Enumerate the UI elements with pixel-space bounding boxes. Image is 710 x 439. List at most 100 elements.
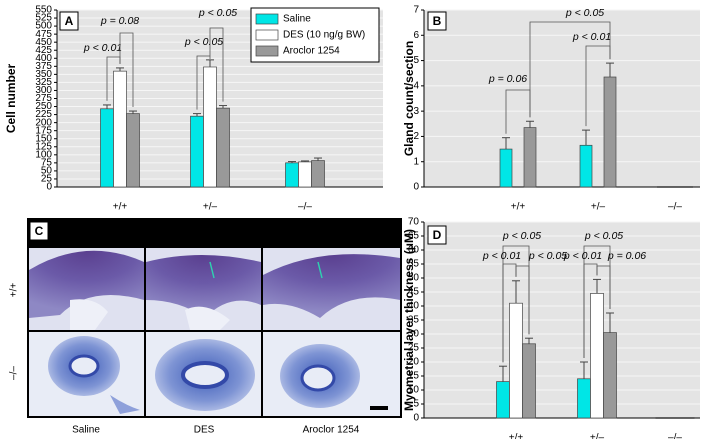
x-tick-label: –/–: [668, 202, 682, 213]
y-tick-label: 300: [35, 85, 52, 96]
y-tick-label: 50: [41, 166, 53, 177]
x-tick-label: +/–: [591, 202, 606, 213]
y-tick-label: 425: [35, 45, 52, 56]
panel-label: D: [433, 228, 442, 242]
bracket: [529, 21, 611, 118]
y-tick-label: 100: [35, 149, 52, 160]
bar: [523, 127, 537, 188]
y-tick-label: 7: [413, 5, 419, 16]
micrograph-panel: C +/+ –/– Saline DES Aroclor 1254: [9, 218, 402, 436]
y-tick-label: 40: [408, 301, 420, 312]
y-tick-label: 500: [35, 21, 52, 32]
annotation: p < 0.01: [563, 250, 602, 262]
error-bar: [103, 104, 111, 109]
y-tick-label: 2: [413, 131, 419, 142]
annotation: p = 0.06: [607, 250, 646, 262]
y-tick-label: 0: [413, 182, 419, 193]
y-tick-label: 50: [408, 273, 420, 284]
annotation: p < 0.05: [198, 7, 237, 19]
y-tick-label: 200: [35, 117, 52, 128]
column-label: Saline: [72, 425, 100, 436]
y-tick-label: 225: [35, 109, 52, 120]
bar: [113, 70, 127, 188]
error-bar: [593, 278, 601, 294]
y-tick-label: 25: [41, 174, 53, 185]
micrograph: [29, 332, 144, 416]
error-bar: [314, 157, 322, 161]
bar: [285, 162, 299, 188]
annotation: p < 0.05: [502, 230, 541, 242]
legend-label: DES (10 ng/g BW): [283, 30, 365, 41]
panel-label-box: [59, 11, 79, 31]
y-tick-label: 65: [408, 231, 420, 242]
y-tick-label: 3: [413, 106, 419, 117]
annotation: p < 0.01: [83, 42, 122, 54]
y-tick-label: 0: [46, 182, 52, 193]
column-label: DES: [194, 425, 215, 436]
panel-label: A: [65, 14, 74, 28]
y-tick-label: 0: [413, 413, 419, 424]
bar: [203, 66, 217, 188]
y-tick-label: 5: [413, 55, 419, 66]
bar: [509, 302, 523, 419]
bar: [100, 108, 114, 188]
y-tick-label: 4: [413, 80, 419, 91]
chart: 0 5 10 15 20 25 30 35 40 45 50 55 60 65 70 +/+ +/– –/– p <…: [402, 217, 700, 439]
x-tick-label: +/+: [113, 202, 128, 213]
error-bar: [606, 62, 614, 78]
y-tick-label: 550: [35, 5, 52, 16]
error-bar: [219, 105, 227, 109]
bar: [603, 76, 617, 188]
y-tick-label: 5: [413, 399, 419, 410]
panel-label-box: [427, 225, 447, 245]
y-tick-label: 10: [408, 385, 420, 396]
error-bar: [580, 361, 588, 379]
plot-area: [424, 10, 700, 187]
x-tick-label: –/–: [668, 433, 682, 439]
bar: [311, 160, 325, 188]
y-tick-label: 475: [35, 29, 52, 40]
y-tick-label: 35: [408, 315, 420, 326]
chart: 0255075100125150175200225250275300325350…: [4, 5, 383, 213]
error-bar: [606, 312, 614, 333]
bar: [522, 343, 536, 419]
bracket: [209, 27, 224, 102]
error-bar: [206, 59, 214, 67]
legend-swatch: [255, 45, 279, 57]
y-tick-label: 125: [35, 141, 52, 152]
legend-label: Aroclor 1254: [283, 46, 340, 57]
bar: [603, 332, 617, 419]
bar: [496, 381, 510, 419]
y-axis-label: Gland count/section: [402, 41, 416, 156]
bracket: [515, 265, 530, 335]
panel-label-box: [29, 221, 49, 241]
y-tick-label: 175: [35, 125, 52, 136]
bracket: [596, 265, 611, 309]
y-axis-label: Cell number: [4, 64, 18, 134]
error-bar: [512, 280, 520, 304]
micrograph: [146, 332, 261, 416]
error-bar: [193, 113, 201, 117]
y-tick-label: 25: [408, 343, 420, 354]
y-tick-label: 6: [413, 30, 419, 41]
x-tick-label: –/–: [298, 202, 312, 213]
legend-swatch: [255, 29, 279, 41]
error-bar: [129, 110, 137, 114]
bracket: [585, 45, 611, 127]
error-bar: [499, 365, 507, 382]
y-tick-label: 20: [408, 357, 420, 368]
bracket: [119, 32, 134, 108]
y-tick-label: 30: [408, 329, 420, 340]
panel-label-box: [427, 11, 447, 31]
y-tick-label: 70: [408, 217, 420, 228]
y-tick-label: 275: [35, 93, 52, 104]
bracket: [196, 55, 211, 110]
error-bar: [526, 120, 534, 128]
micrograph: [263, 248, 400, 330]
legend-swatch: [255, 13, 279, 25]
legend: Saline DES (10 ng/g BW) Aroclor 1254: [250, 7, 380, 63]
y-tick-label: 450: [35, 37, 52, 48]
bar: [579, 144, 593, 188]
annotation: p < 0.01: [572, 31, 611, 43]
annotation: p = 0.06: [488, 73, 527, 85]
